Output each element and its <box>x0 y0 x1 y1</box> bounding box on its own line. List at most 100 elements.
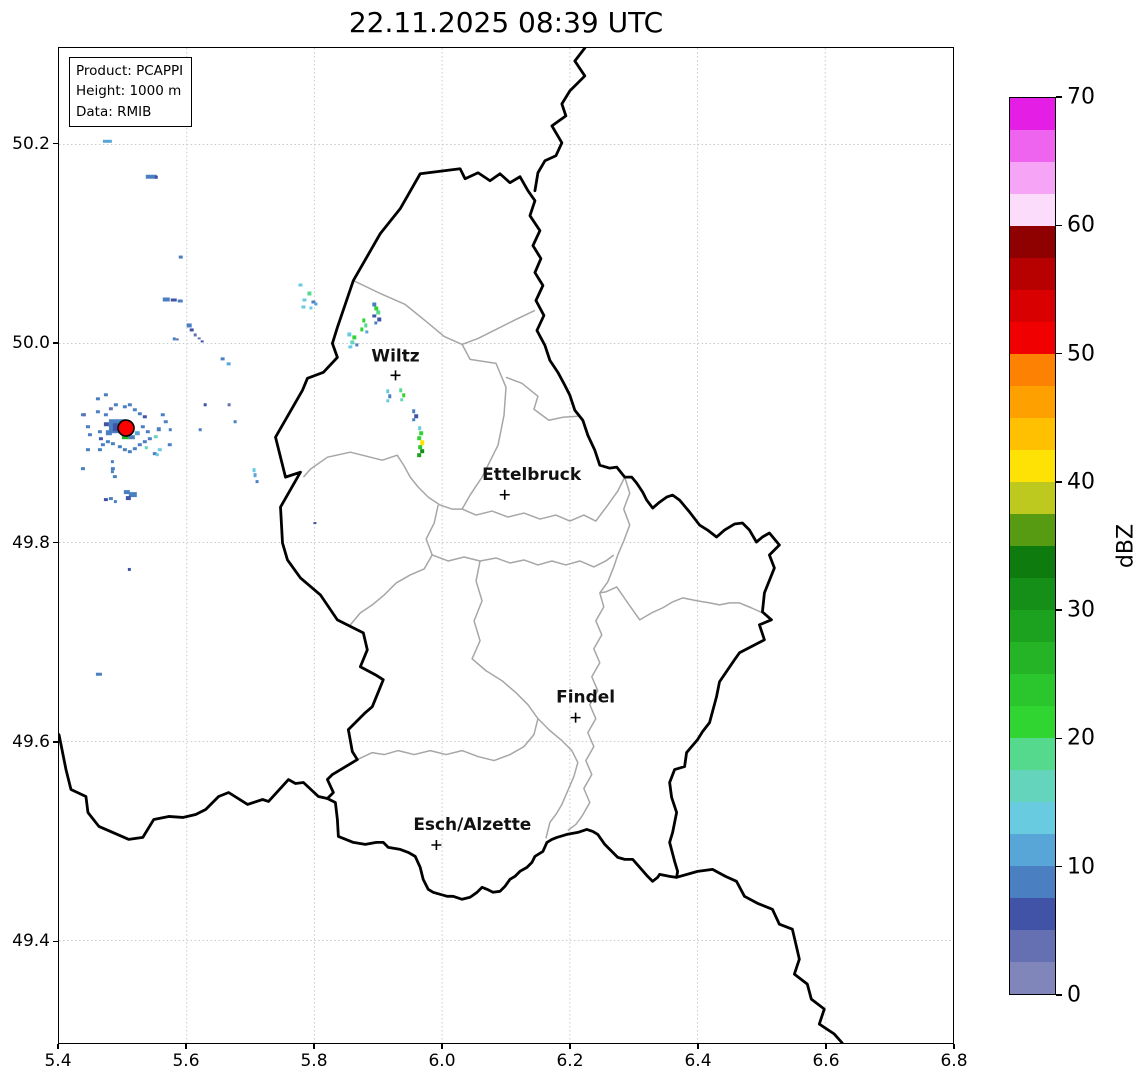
radar-echo-cell <box>400 398 404 402</box>
colorbar-tick-label: 30 <box>1067 597 1095 623</box>
radar-echo-cell <box>80 467 85 471</box>
x-tick-label: 6.6 <box>812 1051 840 1071</box>
x-tick-mark <box>697 1044 699 1049</box>
radar-echo-cell <box>388 394 392 399</box>
colorbar-segment <box>1010 98 1055 130</box>
city-marker-cross <box>431 840 442 850</box>
radar-echo-cell <box>95 397 100 401</box>
canton-border-path <box>461 344 507 510</box>
colorbar-segment <box>1010 834 1055 866</box>
radar-echo-cell <box>172 337 176 341</box>
x-tick-mark <box>825 1044 827 1049</box>
radar-echo-cell <box>355 343 359 347</box>
colorbar-segment <box>1010 578 1055 610</box>
radar-echo-cell <box>348 345 353 349</box>
country-border-path <box>274 167 781 901</box>
colorbar-segment <box>1010 450 1055 482</box>
radar-echo-cell <box>193 333 197 337</box>
radar-echo-cell <box>117 445 122 449</box>
colorbar-segment <box>1010 642 1055 674</box>
radar-echo-cell <box>298 283 303 287</box>
radar-echo-cell <box>80 413 85 417</box>
info-height: Height: 1000 m <box>76 83 182 100</box>
radar-echo-cell <box>113 403 118 407</box>
radar-echo-cell <box>365 330 369 334</box>
radar-echo-cell <box>372 314 377 318</box>
radar-echo-cell <box>110 442 115 446</box>
radar-echo-cell <box>372 302 377 307</box>
radar-echo-cell <box>157 448 162 452</box>
canton-border-path <box>567 476 631 832</box>
radar-echo-cell <box>362 318 366 323</box>
radar-echo-cell <box>95 410 100 414</box>
radar-echo-cell <box>167 443 172 447</box>
colorbar-tick-label: 40 <box>1067 469 1095 495</box>
colorbar-segment <box>1010 514 1055 546</box>
radar-echo-cell <box>156 427 161 432</box>
colorbar-segment <box>1010 898 1055 930</box>
colorbar-segment <box>1010 386 1055 418</box>
radar-echo-cell <box>198 428 202 432</box>
radar-echo-cell <box>127 403 132 407</box>
y-tick-label: 50.0 <box>12 333 50 354</box>
colorbar-segment <box>1010 418 1055 450</box>
radar-echo-cell <box>132 447 137 451</box>
radar-echo-cell <box>168 428 172 432</box>
radar-echo-cell <box>350 340 355 345</box>
radar-echo-cell <box>376 310 381 315</box>
x-tick-mark <box>313 1044 315 1049</box>
colorbar-tick-label: 50 <box>1067 341 1095 367</box>
map-plot-area: Product: PCAPPI Height: 1000 m Data: RMI… <box>58 47 954 1044</box>
colorbar-tick-mark <box>1056 737 1062 740</box>
colorbar <box>1009 97 1056 995</box>
radar-echo-cell <box>420 440 425 446</box>
radar-echo-cell <box>103 393 108 397</box>
radar-echo-cell <box>87 433 92 437</box>
colorbar-segment <box>1010 546 1055 578</box>
info-data-source: Data: RMIB <box>76 103 152 120</box>
radar-echo-cell <box>127 567 131 571</box>
colorbar-segment <box>1010 130 1055 162</box>
city-label: Wiltz <box>371 345 419 365</box>
radar-echo-cell <box>178 255 183 259</box>
radar-echo-cell <box>301 305 306 309</box>
radar-echo-cell <box>125 496 131 501</box>
radar-echo-cell <box>386 389 390 394</box>
y-tick-mark <box>53 940 58 942</box>
radar-echo-cell <box>103 413 108 417</box>
colorbar-segment <box>1010 162 1055 194</box>
canton-border-path <box>537 718 579 839</box>
radar-echo-cell <box>203 403 207 407</box>
radar-echo-cell <box>110 467 115 471</box>
colorbar-segment <box>1010 322 1055 354</box>
radar-echo-cell <box>402 393 406 398</box>
radar-echo-cell <box>420 449 425 454</box>
radar-echo-cell <box>252 468 256 473</box>
colorbar-segment <box>1010 674 1055 706</box>
country-border-path <box>675 867 844 1043</box>
radar-echo-cell <box>152 452 157 456</box>
radar-echo-cell <box>100 443 105 447</box>
city-marker-cross <box>570 712 581 723</box>
radar-echo-cell <box>145 430 150 434</box>
radar-echo-cell <box>374 321 378 325</box>
colorbar-segment <box>1010 802 1055 834</box>
radar-echo-cell <box>112 423 121 432</box>
canton-border-path <box>599 586 763 621</box>
radar-echo-cell <box>127 450 132 454</box>
radar-echo-cell <box>313 522 317 525</box>
radar-echo-cell <box>386 399 390 403</box>
radar-echo-cell <box>374 306 379 311</box>
radar-echo-cell <box>137 412 142 416</box>
x-tick-label: 6.2 <box>556 1051 584 1071</box>
x-tick-mark <box>185 1044 187 1049</box>
x-tick-label: 6.8 <box>940 1051 968 1071</box>
radar-echo-cell <box>110 460 114 464</box>
radar-echo-cell <box>103 498 108 502</box>
radar-echo-cell <box>142 440 147 444</box>
radar-echo-cell <box>186 323 192 328</box>
colorbar-segment <box>1010 962 1055 994</box>
city-label: Findel <box>556 687 615 707</box>
colorbar-segment <box>1010 258 1055 290</box>
colorbar-tick-mark <box>1056 352 1062 355</box>
